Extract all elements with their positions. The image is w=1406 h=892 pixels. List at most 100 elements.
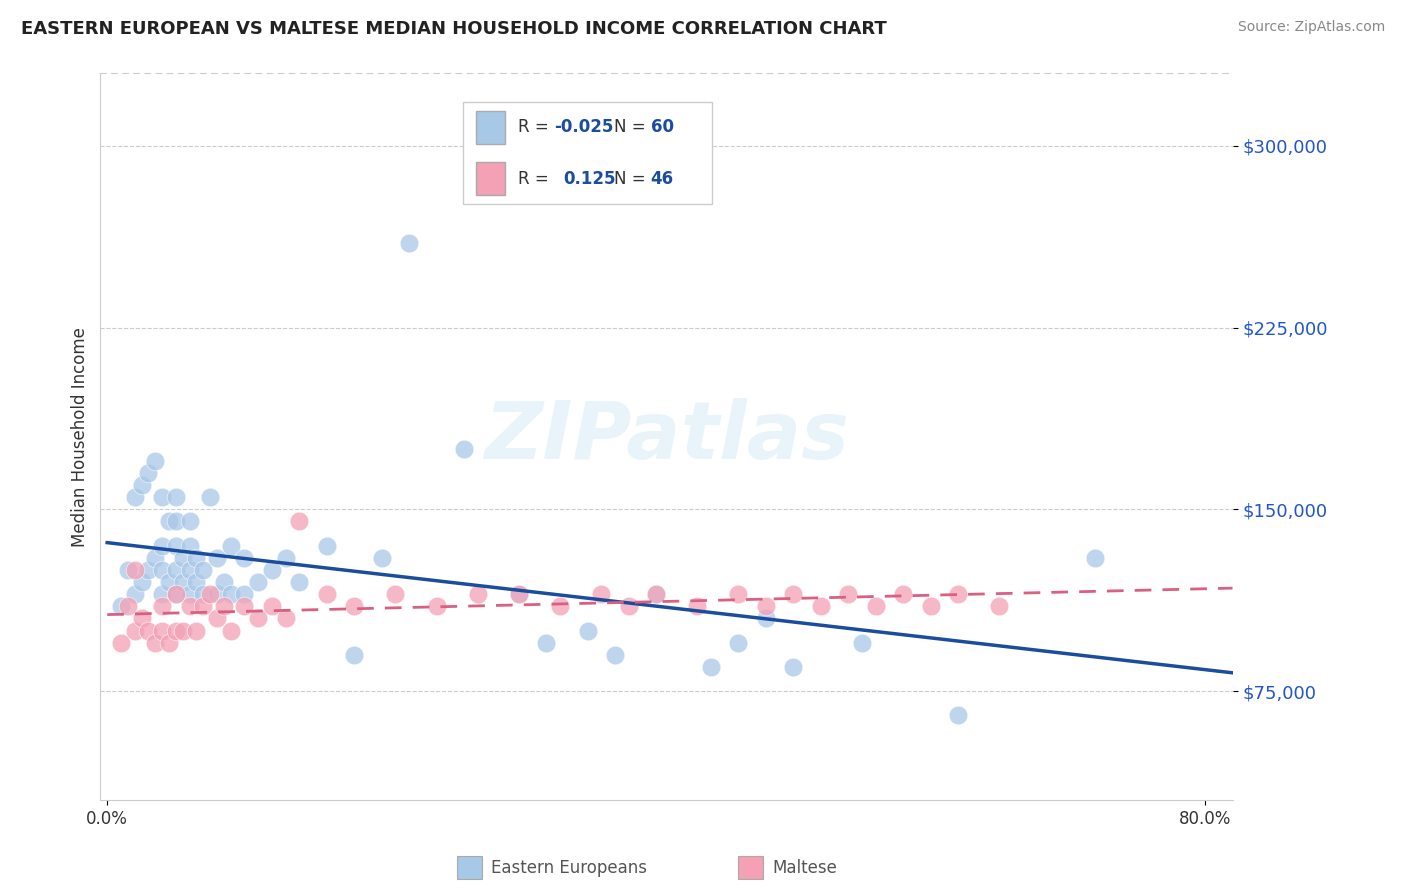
Point — [810, 599, 832, 614]
Point — [165, 539, 187, 553]
Point — [212, 599, 235, 614]
Point — [150, 587, 173, 601]
Point — [165, 490, 187, 504]
Point — [131, 478, 153, 492]
Point — [179, 587, 201, 601]
Point — [946, 708, 969, 723]
Text: 0.125: 0.125 — [564, 169, 616, 188]
Text: ZIPatlas: ZIPatlas — [484, 398, 849, 475]
Point — [186, 575, 208, 590]
Point — [110, 635, 132, 649]
Point — [143, 550, 166, 565]
Point — [576, 624, 599, 638]
Point — [138, 563, 160, 577]
Text: EASTERN EUROPEAN VS MALTESE MEDIAN HOUSEHOLD INCOME CORRELATION CHART: EASTERN EUROPEAN VS MALTESE MEDIAN HOUSE… — [21, 20, 887, 37]
Point — [219, 624, 242, 638]
Point — [891, 587, 914, 601]
Point — [645, 587, 668, 601]
Point — [219, 587, 242, 601]
Point — [131, 611, 153, 625]
Text: R =: R = — [519, 118, 554, 136]
Point — [165, 563, 187, 577]
Text: N =: N = — [614, 118, 651, 136]
Point — [165, 624, 187, 638]
Point — [150, 599, 173, 614]
Text: R =: R = — [519, 169, 554, 188]
Point — [288, 575, 311, 590]
Point — [165, 587, 187, 601]
Point — [260, 599, 283, 614]
Point — [165, 587, 187, 601]
Point — [398, 235, 420, 250]
Point — [179, 599, 201, 614]
Point — [536, 635, 558, 649]
Point — [508, 587, 530, 601]
Point — [467, 587, 489, 601]
Point — [150, 490, 173, 504]
Point — [138, 624, 160, 638]
Point — [508, 587, 530, 601]
Text: N =: N = — [614, 169, 651, 188]
Point — [343, 599, 366, 614]
Point — [124, 624, 146, 638]
Point — [851, 635, 873, 649]
Text: -0.025: -0.025 — [554, 118, 614, 136]
Point — [548, 599, 571, 614]
Point — [193, 563, 215, 577]
Point — [172, 575, 194, 590]
Point — [124, 587, 146, 601]
Point — [343, 648, 366, 662]
Point — [274, 550, 297, 565]
Point — [920, 599, 942, 614]
Point — [193, 587, 215, 601]
Point — [205, 611, 228, 625]
Point — [782, 587, 804, 601]
Point — [727, 635, 749, 649]
Point — [172, 624, 194, 638]
Point — [205, 587, 228, 601]
Point — [179, 563, 201, 577]
Point — [837, 587, 859, 601]
Point — [198, 587, 221, 601]
Point — [274, 611, 297, 625]
FancyBboxPatch shape — [463, 102, 711, 204]
Point — [179, 515, 201, 529]
Point — [370, 550, 392, 565]
Point — [138, 466, 160, 480]
Point — [124, 563, 146, 577]
Point — [617, 599, 640, 614]
Point — [150, 563, 173, 577]
Text: Source: ZipAtlas.com: Source: ZipAtlas.com — [1237, 20, 1385, 34]
Point — [755, 599, 778, 614]
Point — [165, 515, 187, 529]
Point — [212, 575, 235, 590]
Point — [110, 599, 132, 614]
Point — [233, 587, 256, 601]
Point — [727, 587, 749, 601]
Point — [172, 550, 194, 565]
Point — [150, 539, 173, 553]
Point — [157, 515, 180, 529]
Text: Eastern Europeans: Eastern Europeans — [491, 859, 647, 877]
Point — [143, 454, 166, 468]
Point — [426, 599, 449, 614]
Point — [198, 490, 221, 504]
Point — [157, 575, 180, 590]
Point — [384, 587, 406, 601]
Point — [247, 575, 270, 590]
Point — [179, 539, 201, 553]
Point — [233, 550, 256, 565]
FancyBboxPatch shape — [477, 162, 505, 195]
Text: Maltese: Maltese — [772, 859, 837, 877]
Point — [117, 599, 139, 614]
Point — [205, 550, 228, 565]
Point — [782, 660, 804, 674]
Point — [453, 442, 475, 456]
Point — [288, 515, 311, 529]
Text: 60: 60 — [651, 118, 673, 136]
Point — [131, 575, 153, 590]
Point — [946, 587, 969, 601]
Point — [186, 624, 208, 638]
Point — [193, 599, 215, 614]
Point — [260, 563, 283, 577]
